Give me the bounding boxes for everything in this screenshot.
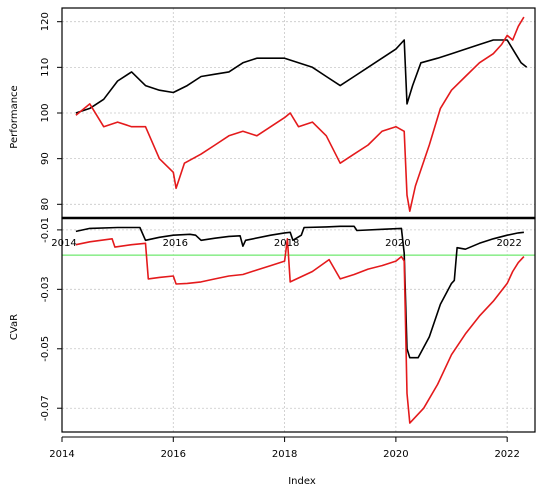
inner-xtick-label-2018: 2018 bbox=[274, 238, 299, 249]
inner-xtick-label-2016: 2016 bbox=[163, 238, 188, 249]
xtick-label-2014: 2014 bbox=[49, 449, 74, 460]
x-axis-title: Index bbox=[288, 476, 316, 487]
performance-panel: 80 90 100 110 120 bbox=[40, 7, 536, 219]
inner-xtick-label-2020: 2020 bbox=[385, 238, 410, 249]
cvar-ytick-label--0.05: -0.05 bbox=[40, 336, 51, 362]
inner-xtick-label-2022: 2022 bbox=[496, 238, 521, 249]
inner-xtick-label-2014: 2014 bbox=[51, 238, 76, 249]
cvar-ytick-label--0.07: -0.07 bbox=[40, 395, 51, 421]
performance-ytick-label-110: 110 bbox=[40, 58, 51, 77]
cvar-panel-frame bbox=[61, 217, 536, 433]
xtick-label-2020: 2020 bbox=[383, 449, 408, 460]
xtick-label-2022: 2022 bbox=[494, 449, 519, 460]
performance-ytick-label-120: 120 bbox=[40, 12, 51, 31]
performance-axis-title: Performance bbox=[9, 85, 20, 148]
cvar-series-line-1 bbox=[75, 225, 524, 359]
performance-series-line-1 bbox=[75, 39, 528, 114]
xtick-label-2016: 2016 bbox=[161, 449, 186, 460]
xtick-label-2018: 2018 bbox=[272, 449, 297, 460]
cvar-series-line-2 bbox=[75, 238, 525, 424]
cvar-axis-title: CVaR bbox=[9, 314, 20, 340]
performance-ytick-label-90: 90 bbox=[40, 152, 51, 165]
performance-ytick-label-100: 100 bbox=[40, 103, 51, 122]
performance-ytick-label-80: 80 bbox=[40, 198, 51, 211]
cvar-ytick-label--0.03: -0.03 bbox=[40, 276, 51, 302]
cvar-panel: -0.01 -0.03 -0.05 -0.07 2014 2016 2018 2020 2022… bbox=[40, 216, 536, 460]
performance-series-line-2 bbox=[75, 16, 525, 212]
cvar-ytick-label--0.01: -0.01 bbox=[40, 217, 51, 243]
